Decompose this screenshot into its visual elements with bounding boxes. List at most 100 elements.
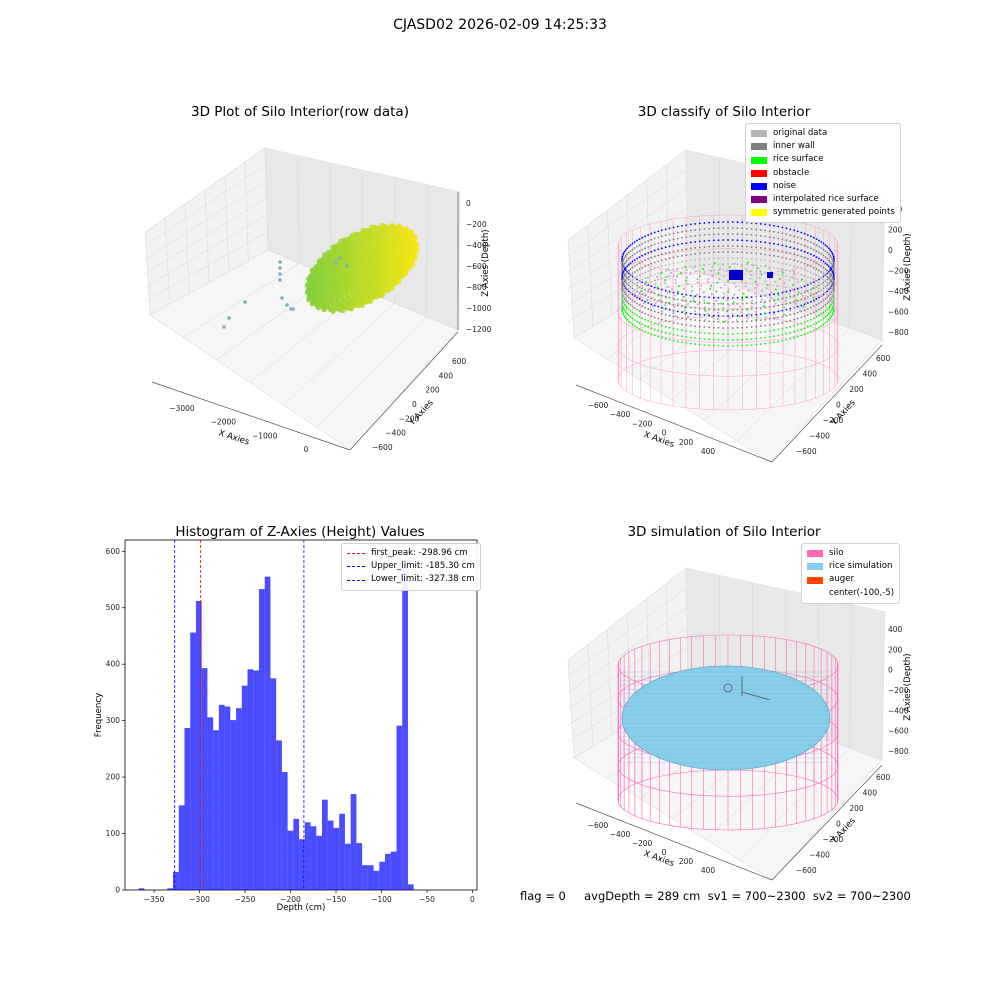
classify-legend-item: obstacle — [751, 167, 895, 180]
histogram-bar — [367, 865, 374, 890]
histogram-x-tick: −150 — [326, 895, 347, 904]
histogram-bar — [316, 835, 323, 890]
histogram-title: Histogram of Z-Axies (Height) Values — [175, 524, 425, 540]
histogram-x-tick: −200 — [280, 895, 301, 904]
histogram-legend: first_peak: -298.96 cm Upper_limit: -185… — [341, 543, 481, 591]
histogram-xlabel: Depth (cm) — [276, 903, 326, 913]
legend-label: rice surface — [773, 154, 824, 165]
raw-y-tick: 200 — [425, 386, 440, 395]
classify-x-tick: 0 — [662, 429, 667, 438]
legend-lower-limit-label: Lower_limit: -327.38 cm — [371, 574, 475, 585]
legend-swatch — [751, 196, 767, 204]
histogram-bar — [379, 861, 386, 890]
legend-upper-limit-line — [347, 566, 365, 568]
legend-lower-limit-line — [347, 579, 365, 581]
histogram-x-tick: −350 — [144, 895, 165, 904]
classify-y-tick: −600 — [796, 447, 817, 456]
classify-3d-axes — [567, 149, 886, 463]
raw-z-tick: −1000 — [466, 304, 492, 313]
histogram-x-tick: −250 — [235, 895, 256, 904]
histogram-bar — [344, 843, 351, 890]
histogram-x-tick: −50 — [419, 895, 435, 904]
histogram-bar — [258, 589, 265, 890]
simulation-y-tick: 0 — [836, 820, 841, 829]
raw-y-tick: 600 — [452, 357, 467, 366]
histogram-bar — [230, 720, 237, 890]
raw-y-tick: 0 — [412, 400, 417, 409]
raw-y-tick: −200 — [399, 414, 420, 423]
raw-y-tick: 400 — [439, 371, 454, 380]
histogram-y-tick: 500 — [106, 603, 121, 612]
legend-label: symmetric generated points — [773, 207, 895, 218]
simulation-z-tick: 400 — [888, 625, 903, 634]
simulation-x-tick: −600 — [588, 821, 609, 830]
simulation-z-tick: 200 — [888, 645, 903, 654]
classify-z-tick: −200 — [888, 267, 909, 276]
classify-x-tick: 400 — [701, 447, 716, 456]
histogram-bar — [322, 799, 328, 890]
classify-z-tick: −600 — [888, 308, 909, 317]
histogram-bar — [173, 871, 179, 890]
legend-swatch — [807, 590, 823, 597]
classify-zlabel: Z Axies (Depth) — [903, 233, 913, 301]
histogram-y-tick: 0 — [115, 886, 120, 895]
classify-x-tick: −400 — [610, 410, 631, 419]
histogram-bar — [218, 704, 225, 890]
simulation-z-tick: −600 — [888, 727, 909, 736]
legend-swatch — [751, 182, 767, 190]
histogram-bar — [287, 830, 294, 890]
classify-x-tick: −200 — [632, 419, 653, 428]
figure-suptitle: CJASD02 2026-02-09 14:25:33 — [393, 17, 607, 33]
simulation-legend-item: silo — [807, 547, 894, 560]
legend-label: interpolated rice surface — [773, 194, 879, 205]
histogram-y-tick: 400 — [106, 660, 121, 669]
simulation-x-tick: 400 — [701, 866, 716, 875]
simulation-y-tick: −400 — [809, 851, 830, 860]
classify-x-tick: 200 — [679, 438, 694, 447]
histogram-bar — [195, 600, 202, 890]
legend-swatch — [807, 563, 823, 571]
classify-x-tick: −600 — [588, 401, 609, 410]
legend-label: rice simulation — [829, 561, 893, 572]
classify-legend-item: noise — [751, 180, 895, 193]
histogram-x-tick: −300 — [189, 895, 210, 904]
raw-y-tick: −600 — [372, 443, 393, 452]
classify-z-tick: −400 — [888, 287, 909, 296]
legend-swatch — [751, 169, 767, 177]
raw-z-tick: −1200 — [466, 325, 492, 334]
histogram-bar — [253, 670, 259, 890]
raw-y-tick: −400 — [385, 429, 406, 438]
raw-x-tick: −2000 — [211, 418, 237, 427]
histogram-bar — [310, 826, 317, 890]
simulation-z-tick: −800 — [888, 747, 909, 756]
raw-z-tick: −400 — [466, 241, 487, 250]
legend-swatch — [807, 576, 823, 584]
classify-legend-item: rice surface — [751, 153, 895, 166]
status-footer: flag = 0 avgDepth = 289 cm sv1 = 700~230… — [520, 889, 911, 903]
legend-lower-limit: Lower_limit: -327.38 cm — [347, 573, 475, 586]
histogram-x-tick: −100 — [371, 895, 392, 904]
histogram-bar — [178, 805, 185, 890]
simulation-legend-item: rice simulation — [807, 560, 894, 573]
histogram-bar — [190, 632, 196, 890]
simulation-legend-item: auger — [807, 573, 894, 586]
classify-legend-item: original data — [751, 127, 895, 140]
classify-legend-item: interpolated rice surface — [751, 193, 895, 206]
histogram-bar — [373, 870, 380, 890]
histogram-bar — [299, 839, 305, 890]
histogram-bar — [270, 678, 277, 890]
classify-y-tick: −400 — [809, 432, 830, 441]
legend-swatch — [807, 550, 823, 558]
histogram-bar — [293, 818, 300, 890]
histogram-bar — [236, 708, 242, 890]
classify-y-tick: 0 — [836, 401, 841, 410]
simulation-3d-axes — [567, 567, 886, 881]
simulation-zlabel: Z Axies (Depth) — [903, 653, 913, 721]
legend-label: inner wall — [773, 141, 815, 152]
raw-x-tick: −3000 — [169, 404, 195, 413]
classify-plot-title: 3D classify of Silo Interior — [637, 104, 811, 120]
simulation-z-tick: −400 — [888, 706, 909, 715]
histogram-bar — [407, 884, 414, 890]
histogram-bar — [138, 888, 145, 890]
